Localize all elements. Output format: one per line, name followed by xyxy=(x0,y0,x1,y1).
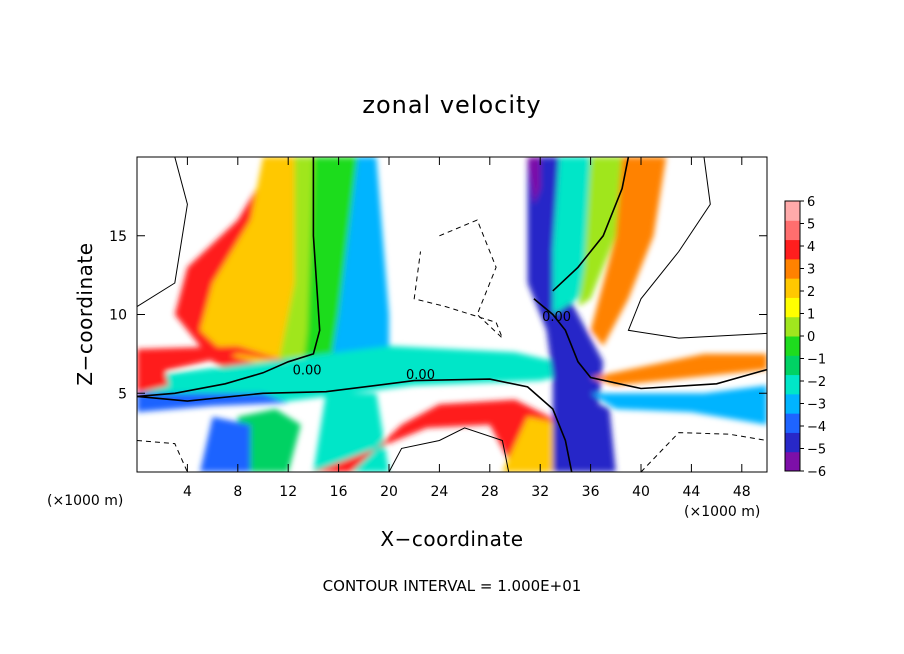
colorbar-tick-label: 2 xyxy=(807,285,815,300)
x-tick-label: 40 xyxy=(632,484,650,500)
colorbar-tick-label: 5 xyxy=(807,218,815,233)
heatmap-field xyxy=(137,157,767,472)
colorbar-swatch xyxy=(785,374,800,395)
x-tick-label: 36 xyxy=(582,484,600,500)
field-band xyxy=(565,393,616,472)
colorbar-swatch xyxy=(785,297,800,318)
contour-labels: 0.00 0.00 0.00 xyxy=(293,310,571,383)
chart-title: zonal velocity xyxy=(362,91,541,119)
contour-line xyxy=(413,219,503,339)
contour-label: 0.00 xyxy=(406,368,435,383)
x-axis: 4 8 12 16 20 24 28 32 36 40 44 48 xyxy=(183,157,751,500)
colorbar-tick-label: 6 xyxy=(807,195,815,210)
field-band xyxy=(502,416,566,472)
colorbar-swatch xyxy=(785,432,800,453)
contour-label: 0.00 xyxy=(293,363,322,378)
y-tick-label: 5 xyxy=(118,386,127,402)
colorbar-tick-label: −3 xyxy=(807,398,826,413)
colorbar: 6 5 4 3 2 1 0 −1 −2 −3 −4 −5 −6 xyxy=(784,195,826,480)
contour-label: 0.00 xyxy=(542,310,571,325)
field-band xyxy=(527,157,541,205)
colorbar-tick-label: 3 xyxy=(807,263,815,278)
contour-interval-note: CONTOUR INTERVAL = 1.000E+01 xyxy=(323,577,582,595)
x-tick-label: 32 xyxy=(531,484,549,500)
x-tick-label: 8 xyxy=(233,484,242,500)
contour-line xyxy=(388,427,510,472)
contour-line xyxy=(552,157,630,292)
x-unit-right: (×1000 m) xyxy=(684,504,760,520)
colorbar-tick-label: 4 xyxy=(807,240,815,255)
colorbar-swatch xyxy=(785,336,800,356)
field-band xyxy=(590,353,767,386)
colorbar-tick-label: 0 xyxy=(807,330,815,345)
field-band xyxy=(137,346,289,378)
colorbar-swatch xyxy=(785,239,800,260)
colorbar-swatch xyxy=(785,393,800,414)
field-band xyxy=(237,409,301,472)
field-band xyxy=(527,157,604,472)
colorbar-swatch xyxy=(785,278,800,298)
x-tick-label: 20 xyxy=(380,484,398,500)
colorbar-swatch xyxy=(785,413,800,433)
field-band xyxy=(200,416,251,472)
field-band xyxy=(578,157,623,307)
x-tick-label: 48 xyxy=(733,484,751,500)
field-band xyxy=(200,157,314,365)
colorbar-swatch xyxy=(785,355,800,376)
colorbar-tick-label: −6 xyxy=(807,465,826,480)
contour-line xyxy=(533,298,767,390)
colorbar-tick-label: −1 xyxy=(807,353,826,368)
field-band xyxy=(590,157,667,346)
y-axis-label: Z−coordinate xyxy=(73,242,97,385)
contour-line xyxy=(137,157,321,398)
x-tick-label: 24 xyxy=(430,484,448,500)
field-band xyxy=(590,385,767,425)
x-axis-label: X−coordinate xyxy=(380,527,523,551)
contour-line xyxy=(627,157,767,339)
x-tick-label: 28 xyxy=(481,484,499,500)
x-unit-left: (×1000 m) xyxy=(47,493,123,509)
colorbar-tick-label: −4 xyxy=(807,420,826,435)
colorbar-swatch xyxy=(785,258,800,279)
colorbar-swatch xyxy=(785,316,800,337)
y-axis: 5 10 15 xyxy=(109,229,767,402)
colorbar-swatch xyxy=(785,201,800,221)
field-band xyxy=(326,157,389,394)
colorbar-tick-label: −2 xyxy=(807,375,826,390)
x-tick-label: 4 xyxy=(183,484,192,500)
colorbar-tick-label: 1 xyxy=(807,308,815,323)
y-tick-label: 10 xyxy=(109,308,127,324)
x-tick-label: 12 xyxy=(279,484,297,500)
contour-line xyxy=(137,157,188,308)
field-band xyxy=(137,361,169,394)
x-tick-label: 16 xyxy=(330,484,348,500)
colorbar-swatch xyxy=(785,220,800,241)
contour-line xyxy=(640,432,767,472)
x-tick-label: 44 xyxy=(682,484,700,500)
contour-line xyxy=(137,440,188,472)
colorbar-swatch xyxy=(785,451,800,472)
field-band xyxy=(137,346,591,409)
colorbar-tick-label: −5 xyxy=(807,443,826,458)
contour-line xyxy=(137,378,573,472)
y-tick-label: 15 xyxy=(109,229,127,245)
field-band xyxy=(137,393,289,413)
